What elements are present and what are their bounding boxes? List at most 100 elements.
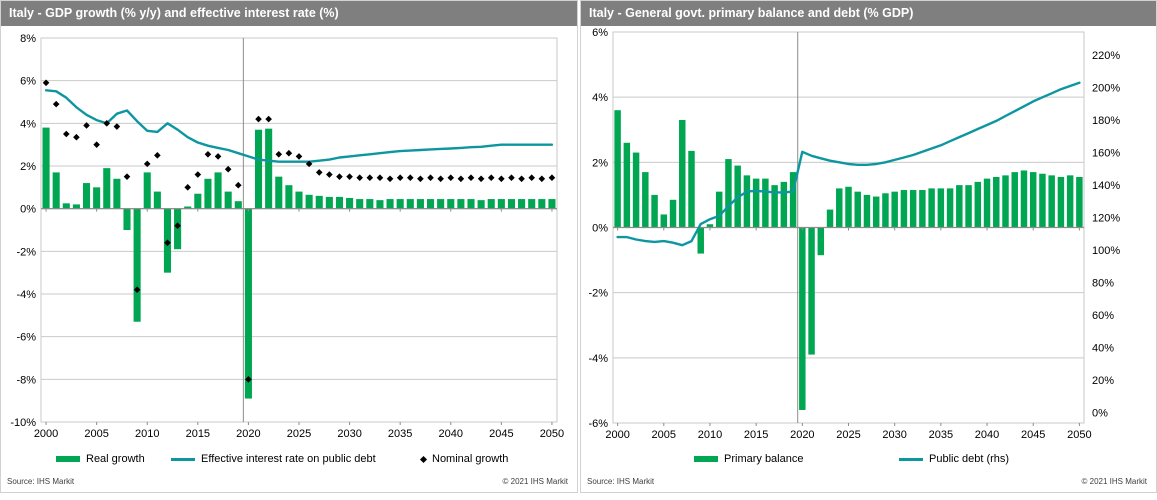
bar-2010 [143,172,151,209]
bar-2001 [52,172,60,209]
line-legend-swatch-icon [899,457,923,461]
legend-label: Public debt (rhs) [929,453,1010,465]
bar-2003 [72,204,80,209]
line-series [44,89,554,163]
scatter-diamond-2032 [366,174,374,182]
scatter-diamond-2009 [133,286,141,294]
scatter-diamond-2030 [346,173,353,180]
bar-2014 [184,206,192,209]
bar-2034 [928,188,935,228]
y-axis-tick-label: 6% [592,27,608,39]
bar-2015 [194,193,202,209]
scatter-diamond-2047 [518,175,525,183]
x-axis-tick-label: 2020 [236,428,260,440]
right-y-axis-tick-label: 200% [1092,83,1120,95]
x-axis-tick-label: 2030 [337,428,361,440]
bar-2018 [780,181,788,228]
scatter-diamond-2050 [548,174,556,182]
x-axis-tick-label: 2000 [34,428,58,440]
scatter-diamond-2008 [123,173,131,180]
scatter-diamond-2025 [295,153,303,160]
scatter-diamond-2005 [93,141,100,148]
bar-2049 [538,199,546,209]
scatter-diamond-2043 [477,175,485,183]
bar-2025 [845,186,852,228]
bar-2011 [715,191,723,228]
legend-item: Nominal growth [419,453,509,465]
bar-2036 [406,199,414,209]
bar-2050 [1076,176,1083,228]
x-axis-tick-label: 2035 [929,429,953,441]
scatter-diamond-2029 [336,173,343,180]
scatter-diamond-2024 [285,149,293,157]
bar-2041 [993,176,1000,228]
scatter-diamond-2003 [73,133,80,141]
bar-2021 [808,227,815,355]
x-axis-tick-label: 2050 [1067,429,1091,441]
scatter-diamond-2015 [194,171,202,178]
bar-2038 [965,185,972,228]
scatter-diamond-2044 [487,174,495,182]
bar-2046 [507,199,516,209]
bar-2009 [133,208,141,322]
scatter-diamond-2028 [326,171,333,178]
scatter-diamond-2006 [103,120,111,127]
bar-2038 [426,199,435,209]
bar-2042 [1002,175,1009,228]
right-y-axis-tick-label: 100% [1092,245,1120,257]
bar-2029 [882,193,889,228]
bar-2048 [1057,176,1065,228]
y-axis-tick-label: -8% [16,374,36,386]
bar-legend-swatch-icon [694,456,718,462]
x-axis-tick-label: 2025 [287,428,311,440]
bar-2010 [706,224,714,228]
right-y-axis-tick-label: 120% [1092,213,1120,225]
scatter-diamond-2037 [417,175,424,183]
bar-2025 [295,191,303,209]
legend-label: Effective interest rate on public debt [201,453,376,465]
bar-2030 [346,198,354,209]
line-legend-swatch-icon [171,457,195,461]
bar-2048 [528,199,536,209]
x-axis-tick-label: 2015 [744,429,768,441]
scatter-diamond-2021 [255,115,262,123]
y-axis-tick-label: -6% [16,332,36,344]
legend-label: Nominal growth [432,453,509,465]
bar-2043 [1011,172,1018,228]
bar-2047 [1048,175,1055,228]
scatter-diamond-2007 [113,123,121,130]
bar-2037 [416,199,424,209]
y-axis-tick-label: 4% [20,118,36,130]
scatter-diamond-2036 [406,174,414,182]
bar-2044 [1020,170,1028,228]
x-axis-tick-label: 2005 [652,429,676,441]
scatter-diamond-2039 [437,175,444,183]
bar-2029 [335,196,344,209]
bar-2039 [437,199,445,209]
y-axis-tick-label: -2% [588,288,608,300]
bar-2012 [725,159,732,228]
y-axis-tick-label: -10% [10,417,36,429]
scatter-diamond-2022 [265,115,272,123]
scatter-diamond-2038 [427,174,434,182]
balance-debt-chart-legend: Primary balance Public debt (rhs) [581,453,1156,471]
bar-2011 [153,191,161,209]
bar-2019 [789,172,797,228]
scatter-diamond-2034 [386,175,394,183]
legend-item: Effective interest rate on public debt [171,453,376,465]
bar-2031 [356,199,364,209]
gdp-growth-chart-panel: Italy - GDP growth (% y/y) and effective… [0,0,578,493]
source-note: Source: IHS Markit [587,477,655,486]
scatter-diamond-2017 [214,153,222,160]
scatter-diamond-2016 [204,150,212,158]
scatter-diamond-2002 [62,130,70,138]
chart-title: Italy - General govt. primary balance an… [581,1,1156,26]
right-y-axis-tick-label: 40% [1092,343,1114,355]
y-axis-tick-label: -6% [588,418,608,430]
x-axis-tick-label: 2040 [439,428,463,440]
scatter-legend-swatch-icon [419,455,428,463]
scatter-diamond-2042 [467,174,475,182]
y-axis-tick-label: 0% [592,223,608,235]
scatter-diamond-2014 [184,184,192,191]
right-y-axis-tick-label: 80% [1092,278,1114,290]
